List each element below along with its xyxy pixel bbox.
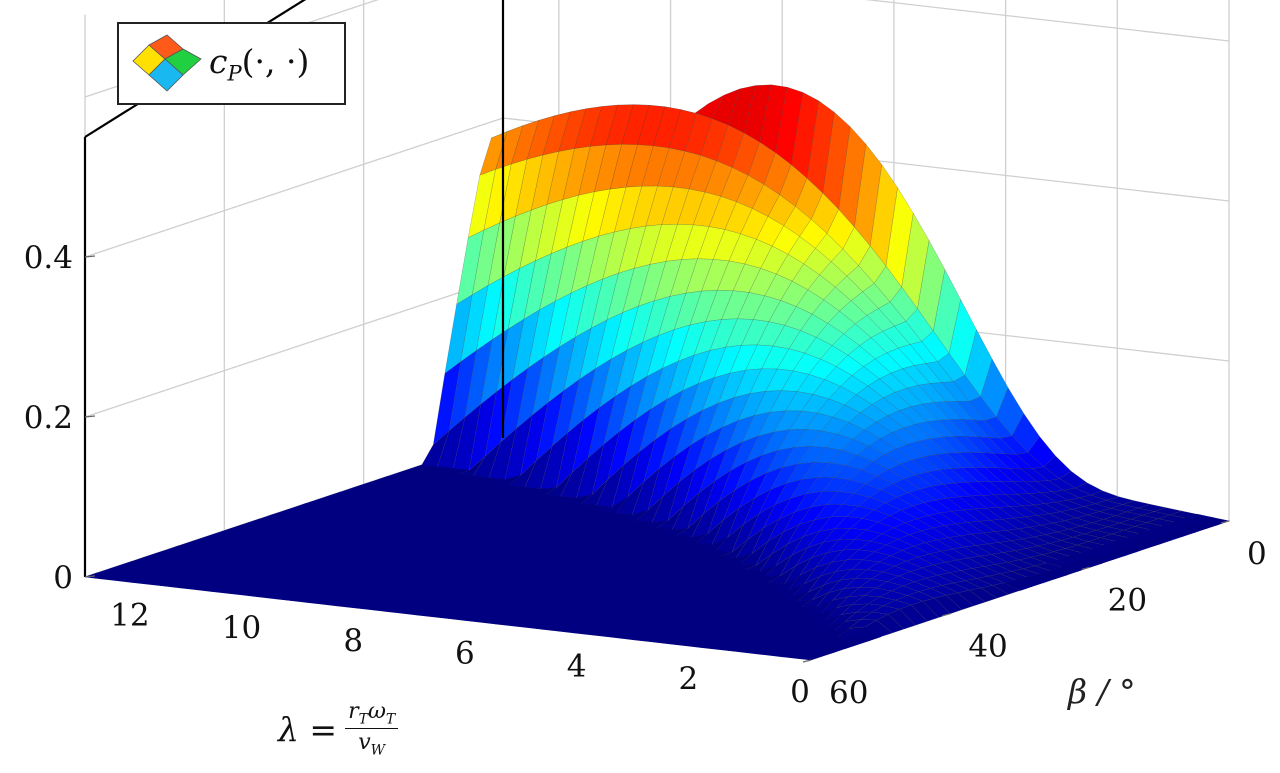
- x-tick-label: 0: [790, 674, 810, 710]
- x-tick-label: 8: [343, 623, 363, 659]
- x-axis-label-denominator: vW: [358, 730, 386, 759]
- y-axis-label: β / °: [1068, 672, 1136, 711]
- y-tick-label: 0: [1247, 536, 1267, 572]
- surface-patch: [795, 653, 823, 661]
- legend-surface-icon: [132, 34, 202, 92]
- legend-label: cP(·, ·): [209, 41, 310, 86]
- y-tick-mark: [942, 613, 951, 617]
- gridline-wall-z: [864, 0, 1230, 42]
- x-axis-label-numerator: rTωT: [345, 700, 399, 730]
- x-tick-label: 12: [110, 597, 149, 633]
- y-tick-label: 40: [968, 629, 1007, 665]
- y-tick-label: 60: [829, 675, 868, 711]
- gridline-wall-z: [84, 117, 504, 258]
- gridline-wall-z: [84, 277, 504, 418]
- y-tick-label: 20: [1108, 582, 1147, 618]
- z-tick-label: 0.4: [24, 240, 73, 276]
- x-tick-label: 6: [455, 636, 475, 672]
- z-tick-label: 0: [53, 560, 73, 596]
- y-tick-mark: [1081, 566, 1090, 570]
- z-tick-label: 0.2: [24, 400, 73, 436]
- surface-layer: [84, 84, 1231, 661]
- z-tick-mark: [84, 415, 96, 418]
- x-tick-label: 10: [222, 610, 261, 646]
- x-tick-label: 4: [567, 648, 587, 684]
- x-axis-label-fraction: rTωT vW: [345, 700, 399, 759]
- z-tick-mark: [84, 575, 96, 578]
- legend: cP(·, ·): [117, 22, 346, 105]
- y-tick-mark: [802, 659, 812, 663]
- x-axis-label-prefix: λ =: [278, 709, 338, 749]
- x-tick-label: 2: [678, 661, 698, 697]
- z-tick-mark: [84, 255, 96, 258]
- x-axis-label: λ = rTωT vW: [278, 700, 399, 759]
- y-tick-mark: [1220, 520, 1230, 524]
